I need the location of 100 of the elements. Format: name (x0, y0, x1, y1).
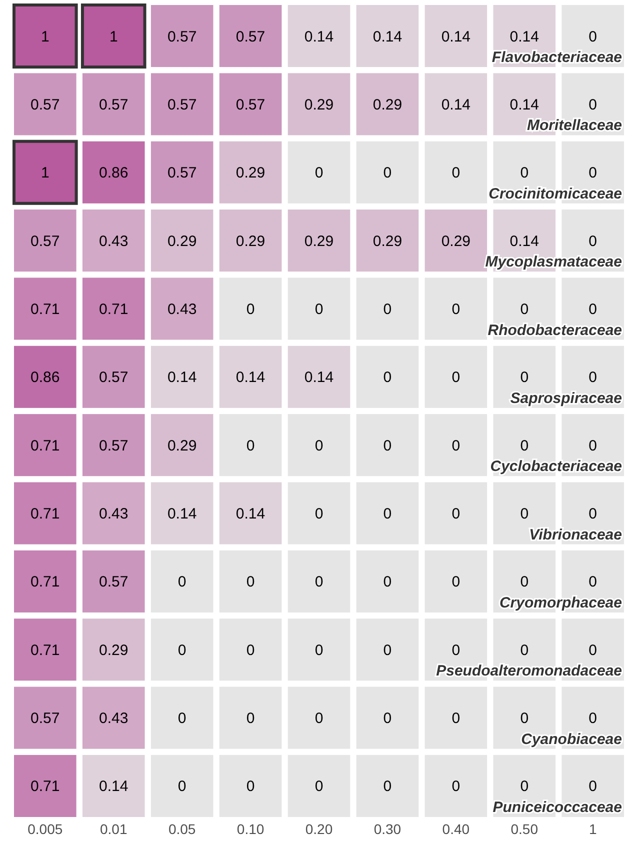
data-label: 0.57 (236, 96, 266, 114)
data-label: 0 (314, 710, 324, 728)
data-label: 0 (520, 642, 529, 659)
data-label: 0 (520, 164, 529, 182)
data-label: 0.29 (167, 437, 197, 454)
data-label: 0 (383, 574, 392, 591)
data-label: 0 (588, 710, 598, 728)
data-label: 0.14 (236, 506, 266, 523)
data-label: 0.57 (167, 164, 197, 182)
y-tick-label: Moritellaceae (526, 117, 622, 134)
x-tick-label: 0.40 (442, 821, 470, 837)
x-tick-label: 0.10 (236, 821, 264, 837)
data-label: 0 (314, 300, 324, 318)
data-label: 0.71 (30, 574, 60, 591)
data-label: 0.14 (304, 369, 334, 386)
data-label: 0 (452, 574, 460, 591)
data-label: 0 (452, 778, 460, 796)
data-label: 0 (314, 437, 324, 454)
data-label: 0.86 (99, 164, 128, 182)
data-label: 0 (178, 710, 186, 728)
data-label: 0 (383, 642, 392, 659)
data-label: 0.14 (304, 28, 334, 46)
data-label: 1 (40, 164, 50, 182)
data-label: 0 (588, 642, 598, 659)
data-label: 0 (520, 574, 529, 591)
data-label: 0.29 (441, 232, 471, 250)
data-label: 0 (520, 300, 529, 318)
data-label: 0 (246, 300, 255, 318)
x-tick-label: 1 (588, 821, 597, 837)
data-label: 0 (383, 164, 392, 182)
data-label: 0.29 (372, 232, 402, 250)
data-label: 0 (383, 506, 392, 523)
data-label: 0.43 (167, 300, 197, 318)
y-tick-label: Flavobacteriaceae (492, 49, 622, 66)
y-tick-label: Saprospiraceae (510, 390, 622, 407)
data-label: 0.14 (441, 28, 471, 46)
data-label: 0.71 (30, 300, 60, 318)
x-tick-label: 0.01 (100, 821, 128, 837)
data-label: 0.29 (304, 232, 334, 250)
data-label: 0 (588, 232, 598, 250)
data-label: 0 (520, 778, 529, 796)
data-label: 0.14 (99, 778, 128, 796)
data-label: 0 (588, 28, 598, 46)
y-tick-label: Vibrionaceae (529, 526, 622, 544)
data-label: 0 (452, 642, 460, 659)
data-label: 0.43 (99, 232, 128, 250)
x-tick-label: 0.005 (28, 821, 63, 837)
data-label: 0.71 (99, 300, 128, 318)
data-label: 0.14 (236, 369, 266, 386)
data-label: 0 (246, 710, 255, 728)
data-label: 0 (452, 164, 460, 182)
y-tick-label: Puniceicoccaceae (492, 799, 622, 816)
data-label: 0 (520, 437, 529, 454)
data-label: 0.14 (510, 232, 539, 250)
data-label: 0 (588, 574, 598, 591)
data-label: 0 (588, 506, 598, 523)
y-tick-label: Rhodobacteraceae (488, 322, 622, 339)
data-label: 0 (588, 437, 598, 454)
data-label: 0 (314, 778, 324, 796)
y-tick-label: Crocinitomicaceae (488, 185, 622, 202)
y-tick-label: Mycoplasmataceae (485, 254, 622, 271)
data-label: 0.14 (372, 28, 402, 46)
x-tick-label: 0.30 (374, 821, 402, 837)
data-label: 0.57 (30, 232, 60, 250)
data-label: 0.29 (167, 232, 197, 250)
data-label: 0 (246, 778, 255, 796)
data-label: 0.71 (30, 506, 60, 523)
data-label: 0 (314, 642, 324, 659)
data-label: 0.14 (167, 369, 197, 386)
data-label: 0.14 (510, 28, 539, 46)
data-label: 0.57 (30, 710, 60, 728)
data-label: 0 (314, 164, 324, 182)
y-tick-label: Cyclobacteriaceae (490, 458, 622, 476)
y-tick-label: Cyanobiaceae (521, 730, 622, 748)
data-label: 0.29 (236, 164, 266, 182)
data-label: 0 (452, 506, 460, 523)
data-label: 0.57 (167, 28, 197, 46)
x-tick-label: 0.50 (510, 821, 538, 837)
data-label: 0 (452, 369, 460, 386)
x-tick-label: 0.05 (168, 821, 196, 837)
data-label: 0 (588, 300, 598, 318)
data-label: 0.57 (99, 574, 128, 591)
data-label: 0 (520, 369, 529, 386)
data-label: 0.57 (99, 437, 128, 454)
data-label: 0.57 (236, 28, 266, 46)
data-label: 0.14 (167, 506, 197, 523)
data-label: 0.57 (167, 96, 197, 114)
data-label: 0.29 (304, 96, 334, 114)
data-label: 0 (383, 300, 392, 318)
data-label: 0 (588, 369, 598, 386)
data-label: 0 (383, 778, 392, 796)
data-label: 0.71 (30, 778, 60, 796)
data-label: 0 (452, 300, 460, 318)
data-label: 0.29 (99, 642, 128, 659)
data-label: 0.43 (99, 506, 128, 523)
data-label: 0.71 (30, 437, 60, 454)
data-label: 0 (520, 710, 529, 728)
data-label: 0 (588, 778, 598, 796)
data-label: 1 (109, 28, 118, 46)
data-label: 0.71 (30, 642, 60, 659)
